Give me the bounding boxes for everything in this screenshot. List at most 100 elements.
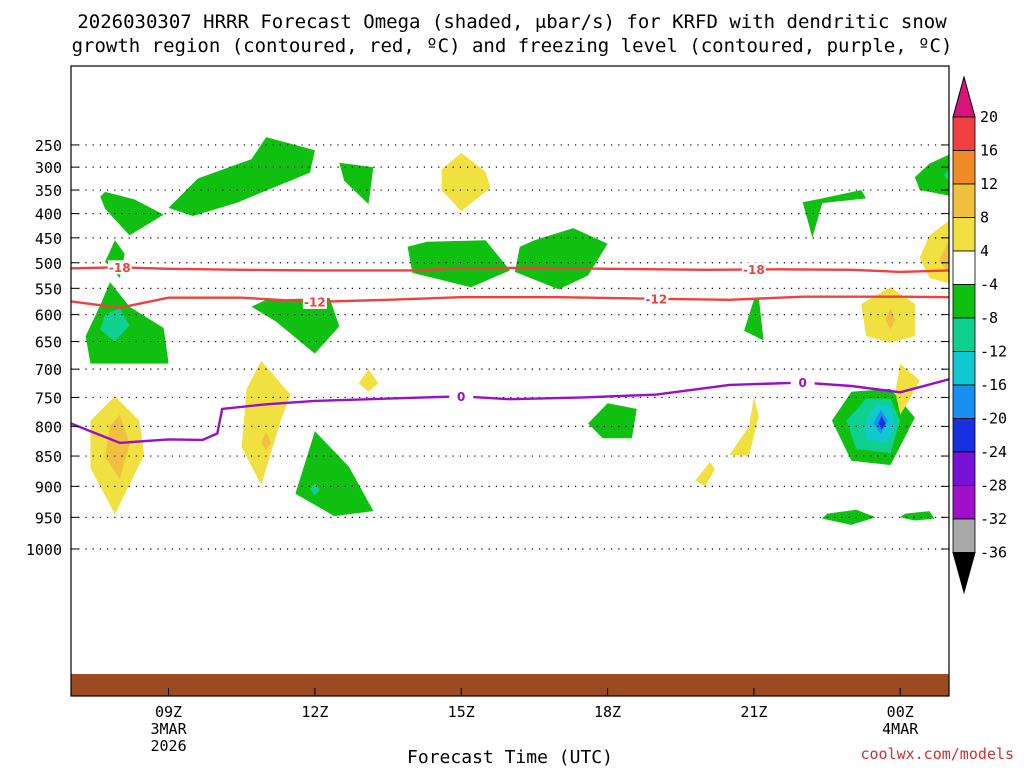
y-tick-label-450: 450 <box>35 230 62 248</box>
x-axis-label: Forecast Time (UTC) <box>407 747 613 768</box>
colorbar-label-3: 8 <box>980 209 989 227</box>
y-tick-label-850: 850 <box>35 448 62 466</box>
colorbar-label-13: -36 <box>980 544 1007 562</box>
colorbar-label-2: 12 <box>980 175 998 193</box>
colorbar-swatch-7 <box>952 317 976 352</box>
colorbar-label-0: 20 <box>980 108 998 126</box>
omega-region-blob-450-a <box>407 240 510 288</box>
y-tick-label-500: 500 <box>35 255 62 273</box>
contour-line-dgz-bottom <box>70 295 950 309</box>
omega-region-pos-480-right-edge <box>919 220 949 284</box>
y-tick-label-950: 950 <box>35 509 62 527</box>
colorbar-label-8: -16 <box>980 376 1007 394</box>
omega-region-pos-480-right-edge-core <box>939 240 949 274</box>
omega-region-blob-900-core <box>310 483 320 496</box>
colorbar-swatch-8 <box>952 351 976 386</box>
omega-region-blob-right-edge-top <box>914 154 949 196</box>
colorbar-label-7: -12 <box>980 343 1007 361</box>
contour-label-bg-freezing-level-1 <box>449 389 474 404</box>
y-tick-label-750: 750 <box>35 389 62 407</box>
x-tick-label-09Z-2: 3MAR <box>150 720 187 738</box>
colorbar-label-10: -24 <box>980 443 1007 461</box>
colorbar-bottom-arrow <box>952 552 976 595</box>
colorbar: 20 16 12 8 4 -4 -8 -12 -16 -20 -24 -28 -32 -36 <box>952 75 1007 595</box>
colorbar-swatch-2 <box>952 150 976 185</box>
omega-region-upper-thin-blob <box>339 162 374 205</box>
x-tick-label-18Z-1: 18Z <box>594 703 621 721</box>
contour-label-bg-freezing-level-2 <box>790 375 815 390</box>
ground-surface <box>71 674 949 696</box>
omega-region-blob-800-mid <box>588 403 637 439</box>
contour-label-dgz-top-1: -18 <box>109 261 131 275</box>
x-tick-label-00Z-2: 4MAR <box>882 720 919 738</box>
omega-region-pos-800-right-a <box>729 397 759 456</box>
contour-label-bg-dgz-bottom-1 <box>302 294 327 309</box>
y-tick-label-550: 550 <box>35 280 62 298</box>
y-tick-label-700: 700 <box>35 361 62 379</box>
colorbar-swatch-10 <box>952 418 976 453</box>
contour-line-freezing-level <box>70 378 950 445</box>
omega-region-blob-right-edge-core <box>944 168 949 182</box>
contour-label-dgz-bottom-1: -12 <box>304 295 326 309</box>
omega-region-blob-900-left <box>295 431 374 517</box>
contour-label-dgz-top-2: -18 <box>743 263 765 277</box>
contour-label-bg-dgz-top-2 <box>741 262 766 277</box>
x-tick-label-21Z-1: 21Z <box>740 703 767 721</box>
x-tick-label-09Z-3: 2026 <box>150 737 186 755</box>
omega-region-pos-700-tiny <box>358 369 379 392</box>
omega-region-blob-450-b <box>514 228 608 290</box>
contour-label-freezing-level-2: 0 <box>798 376 806 390</box>
colorbar-label-9: -20 <box>980 410 1007 428</box>
colorbar-swatch-3 <box>952 183 976 218</box>
omega-region-blob-800-right-min <box>878 415 886 430</box>
colorbar-swatch-6 <box>952 284 976 319</box>
colorbar-top-arrow <box>952 75 976 118</box>
colorbar-swatch-11 <box>952 451 976 486</box>
x-tick-label-12Z-1: 12Z <box>301 703 328 721</box>
omega-region-blob-600-right <box>744 297 764 341</box>
y-tick-label-400: 400 <box>35 206 62 224</box>
omega-region-pos-800-left-core <box>105 414 130 479</box>
credit-text: coolwx.com/models <box>860 745 1014 763</box>
colorbar-swatch-9 <box>952 384 976 419</box>
y-tick-label-250: 250 <box>35 137 62 155</box>
omega-region-pos-820-core <box>261 432 271 451</box>
omega-region-left-upper-blob <box>100 191 164 236</box>
omega-region-blob-600-left <box>251 297 340 354</box>
omega-shading <box>85 137 949 525</box>
colorbar-label-11: -28 <box>980 477 1007 495</box>
contour-label-dgz-bottom-2: -12 <box>645 292 667 306</box>
colorbar-swatch-13 <box>952 518 976 553</box>
x-tick-label-15Z-1: 15Z <box>448 703 475 721</box>
contour-label-bg-dgz-bottom-2 <box>644 291 669 306</box>
colorbar-label-6: -8 <box>980 309 998 327</box>
y-axis: 250 300 350 400 450 500 550 600 650 700 750 800 850 9… <box>26 137 949 559</box>
omega-region-pos-600-right-core <box>885 308 896 330</box>
y-tick-label-300: 300 <box>35 159 62 177</box>
chart-title-line1: 2026030307 HRRR Forecast Omega (shaded, … <box>77 11 947 33</box>
omega-region-pos-850-right-b <box>695 462 715 487</box>
y-tick-label-350: 350 <box>35 182 62 200</box>
y-tick-label-800: 800 <box>35 418 62 436</box>
omega-region-pos-720-left <box>241 360 291 486</box>
y-tick-label-900: 900 <box>35 478 62 496</box>
plot-frame <box>70 65 950 697</box>
omega-region-pos-300-mid <box>441 152 491 212</box>
contour-line-dgz-top <box>70 266 950 274</box>
colorbar-label-1: 16 <box>980 142 998 160</box>
x-tick-label-09Z-1: 09Z <box>155 703 182 721</box>
colorbar-swatch-1 <box>952 116 976 151</box>
contours: -18 -18 -12 -12 0 0 <box>70 260 950 445</box>
x-tick-label-00Z-1: 00Z <box>887 703 914 721</box>
omega-region-upper-left-band <box>168 137 315 216</box>
chart-title-line2: growth region (contoured, red, ºC) and f… <box>72 35 953 57</box>
omega-region-blob-950-b <box>900 511 935 521</box>
y-tick-label-650: 650 <box>35 334 62 352</box>
colorbar-swatch-12 <box>952 485 976 520</box>
y-tick-label-600: 600 <box>35 307 62 325</box>
colorbar-label-4: 4 <box>980 242 989 260</box>
contour-label-freezing-level-1: 0 <box>457 390 465 404</box>
colorbar-label-12: -32 <box>980 510 1007 528</box>
colorbar-swatch-4 <box>952 217 976 252</box>
